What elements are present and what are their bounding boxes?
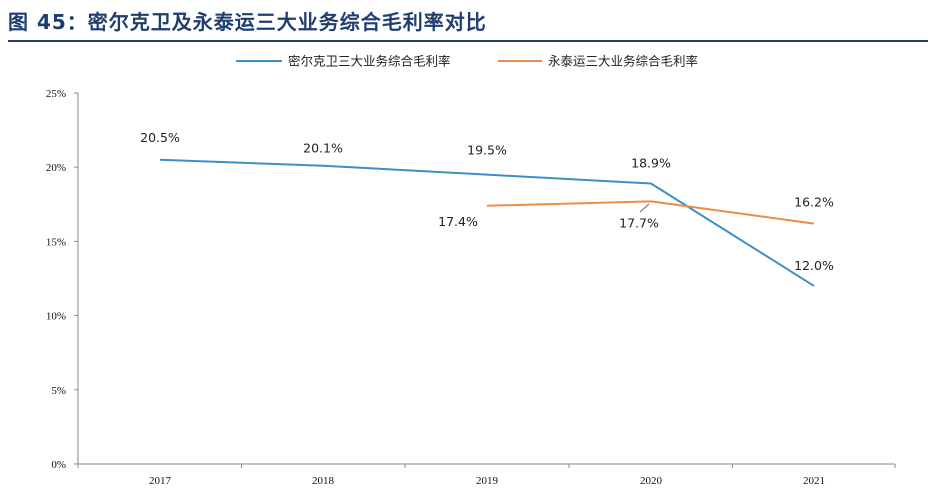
data-label: 20.5%	[140, 130, 180, 145]
x-tick-label: 2019	[476, 475, 499, 487]
data-label: 18.9%	[631, 156, 671, 171]
y-tick-label: 25%	[46, 88, 66, 100]
data-label: 17.7%	[619, 215, 659, 230]
data-label: 12.0%	[794, 258, 834, 273]
legend-label-2: 永泰运三大业务综合毛利率	[548, 54, 698, 69]
data-label: 20.1%	[303, 141, 343, 156]
title-underline	[8, 40, 928, 42]
legend-label-1: 密尔克卫三大业务综合毛利率	[288, 54, 451, 69]
y-tick-label: 10%	[46, 311, 66, 323]
series-line-2	[486, 200, 815, 225]
x-tick-label: 2018	[312, 475, 335, 487]
data-label: 19.5%	[467, 143, 507, 158]
figure-header: 图 45：密尔克卫及永泰运三大业务综合毛利率对比	[0, 0, 935, 44]
data-label: 16.2%	[794, 195, 834, 210]
series-line-1	[159, 158, 815, 287]
y-tick-label: 20%	[46, 162, 66, 174]
label-leader-line	[639, 203, 650, 213]
x-tick-label: 2020	[640, 475, 663, 487]
y-tick-label: 0%	[51, 459, 66, 471]
x-tick-label: 2017	[149, 475, 172, 487]
y-tick-label: 15%	[46, 236, 66, 248]
x-tick-label: 2021	[803, 475, 825, 487]
data-label: 17.4%	[438, 214, 478, 229]
figure-title: 图 45：密尔克卫及永泰运三大业务综合毛利率对比	[8, 10, 487, 34]
y-tick-label: 5%	[51, 385, 66, 397]
